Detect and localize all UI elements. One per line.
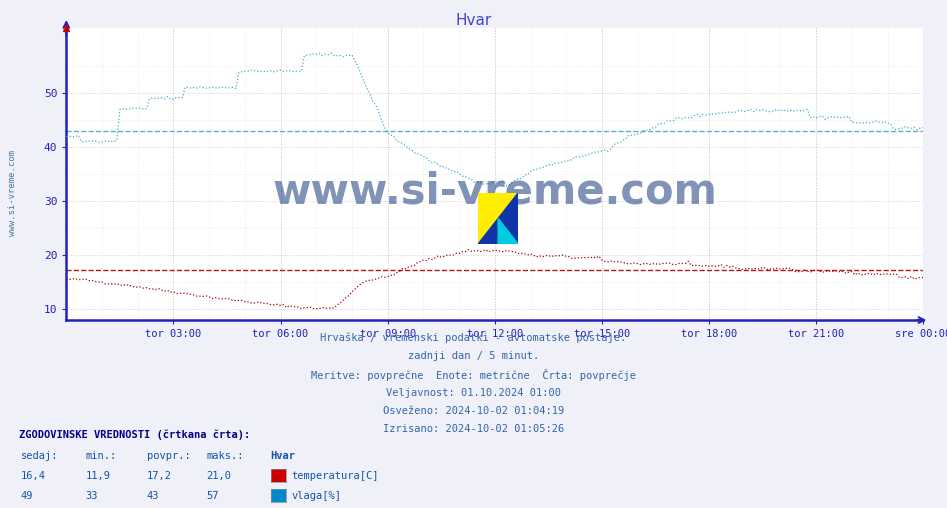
Text: 57: 57 bbox=[206, 491, 219, 501]
Text: 21,0: 21,0 bbox=[206, 471, 231, 481]
Text: 43: 43 bbox=[147, 491, 159, 501]
Text: Veljavnost: 01.10.2024 01:00: Veljavnost: 01.10.2024 01:00 bbox=[386, 388, 561, 398]
Text: ZGODOVINSKE VREDNOSTI (črtkana črta):: ZGODOVINSKE VREDNOSTI (črtkana črta): bbox=[19, 429, 250, 440]
Text: Hrvaška / vremenski podatki - avtomatske postaje.: Hrvaška / vremenski podatki - avtomatske… bbox=[320, 333, 627, 343]
Text: www.si-vreme.com: www.si-vreme.com bbox=[8, 150, 17, 236]
Polygon shape bbox=[478, 193, 518, 244]
Text: 16,4: 16,4 bbox=[21, 471, 45, 481]
Text: zadnji dan / 5 minut.: zadnji dan / 5 minut. bbox=[408, 351, 539, 361]
Text: Hvar: Hvar bbox=[456, 13, 491, 28]
Text: povpr.:: povpr.: bbox=[147, 451, 190, 461]
Text: www.si-vreme.com: www.si-vreme.com bbox=[273, 171, 717, 212]
Text: vlaga[%]: vlaga[%] bbox=[292, 491, 342, 501]
Text: 49: 49 bbox=[21, 491, 33, 501]
Text: 17,2: 17,2 bbox=[147, 471, 171, 481]
Text: Meritve: povprečne  Enote: metrične  Črta: povprečje: Meritve: povprečne Enote: metrične Črta:… bbox=[311, 369, 636, 382]
Text: Izrisano: 2024-10-02 01:05:26: Izrisano: 2024-10-02 01:05:26 bbox=[383, 424, 564, 434]
Text: temperatura[C]: temperatura[C] bbox=[292, 471, 379, 481]
Text: sedaj:: sedaj: bbox=[21, 451, 59, 461]
Text: maks.:: maks.: bbox=[206, 451, 244, 461]
Text: Osveženo: 2024-10-02 01:04:19: Osveženo: 2024-10-02 01:04:19 bbox=[383, 406, 564, 416]
Text: min.:: min.: bbox=[85, 451, 116, 461]
Polygon shape bbox=[498, 218, 518, 244]
Text: Hvar: Hvar bbox=[270, 451, 295, 461]
Polygon shape bbox=[478, 193, 518, 244]
Text: 33: 33 bbox=[85, 491, 98, 501]
Text: 11,9: 11,9 bbox=[85, 471, 110, 481]
